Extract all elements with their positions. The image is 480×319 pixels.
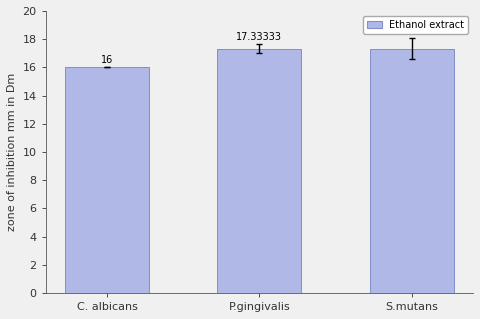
Text: 16: 16 xyxy=(101,55,113,65)
Y-axis label: zone of inhibition mm in Dm: zone of inhibition mm in Dm xyxy=(7,73,17,231)
Bar xyxy=(370,48,454,293)
Bar xyxy=(217,48,301,293)
Text: 17.33333: 17.33333 xyxy=(389,26,435,36)
Legend: Ethanol extract: Ethanol extract xyxy=(363,16,468,33)
Text: 17.33333: 17.33333 xyxy=(236,32,282,42)
Bar xyxy=(65,67,149,293)
